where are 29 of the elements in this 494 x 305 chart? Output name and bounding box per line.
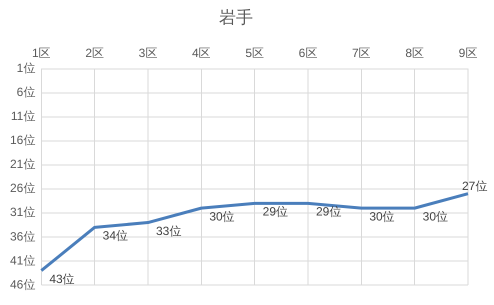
y-tick-label: 46位 [10, 277, 36, 292]
data-label: 29位 [262, 204, 288, 219]
x-tick-label: 2区 [85, 46, 104, 60]
x-tick-label: 9区 [458, 46, 478, 60]
x-tick-label: 6区 [298, 46, 318, 60]
y-tick-label: 11位 [10, 109, 36, 124]
y-tick-label: 21位 [10, 157, 36, 172]
data-label: 30位 [209, 209, 235, 224]
y-tick-label: 26位 [10, 181, 36, 196]
x-tick-label: 5区 [245, 46, 264, 60]
x-tick-label: 1区 [32, 46, 51, 60]
y-tick-label: 31位 [10, 205, 36, 220]
y-tick-label: 36位 [10, 229, 36, 244]
y-tick-label: 16位 [10, 133, 36, 148]
data-label: 33位 [156, 224, 182, 238]
data-label: 30位 [369, 209, 395, 224]
data-label: 29位 [316, 204, 342, 219]
x-tick-label: 7区 [352, 46, 371, 60]
data-label: 43位 [49, 272, 75, 286]
data-label: 27位 [462, 179, 488, 194]
chart-title: 岩手 [219, 8, 253, 27]
x-tick-label: 3区 [138, 46, 158, 60]
data-label: 34位 [102, 228, 128, 243]
x-tick-label: 8区 [405, 46, 424, 60]
y-tick-label: 1位 [16, 61, 36, 76]
data-label: 30位 [422, 209, 448, 224]
y-tick-label: 6位 [16, 85, 36, 100]
x-tick-label: 4区 [192, 46, 211, 60]
y-tick-label: 41位 [10, 253, 36, 268]
